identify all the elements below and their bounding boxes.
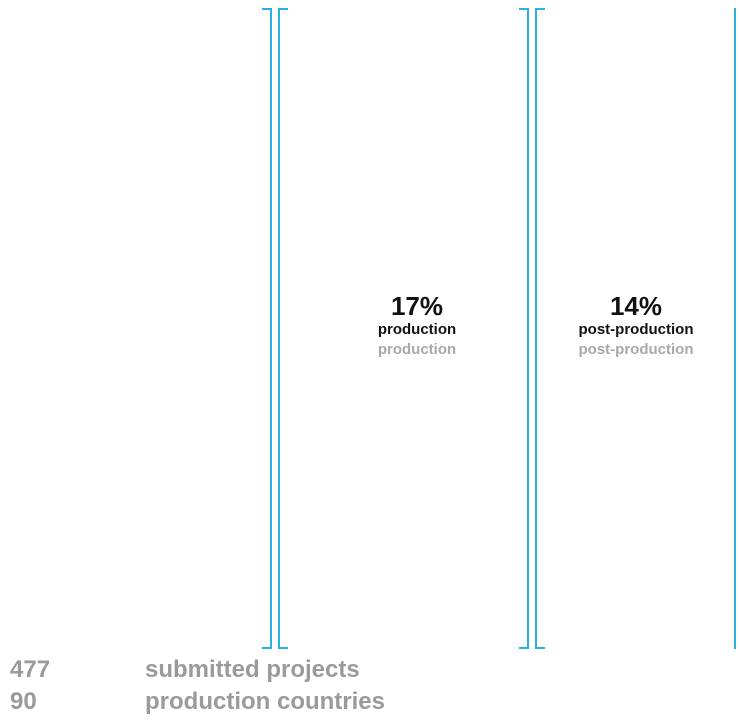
stat-postproduction: 14% post-production post-production — [516, 292, 739, 360]
summary-list: 477 submitted projects 90 production cou… — [10, 654, 385, 718]
segment-bracket-postproduction-end — [734, 8, 739, 649]
segment-bracket-production-end — [519, 8, 529, 649]
stat-production: 17% production production — [297, 292, 537, 360]
summary-projects-label: submitted projects — [145, 656, 360, 683]
stat-production-sublabel: production — [377, 341, 457, 358]
stat-postproduction-sublabel: post-production — [578, 341, 694, 358]
stat-postproduction-label: post-production — [578, 321, 694, 338]
summary-countries-count: 90 — [10, 688, 37, 715]
summary-row-countries: 90 production countries — [10, 686, 385, 718]
summary-projects-count: 477 — [10, 656, 51, 683]
segment-bracket-postproduction-start — [535, 8, 545, 649]
segment-bracket-production-start — [278, 8, 288, 649]
stat-production-percent: 17% — [390, 291, 444, 321]
stat-production-label: production — [377, 321, 457, 338]
segment-bracket-left-edge — [262, 8, 272, 649]
summary-row-projects: 477 submitted projects — [10, 654, 385, 686]
stat-postproduction-percent: 14% — [609, 291, 663, 321]
summary-countries-label: production countries — [145, 688, 385, 715]
